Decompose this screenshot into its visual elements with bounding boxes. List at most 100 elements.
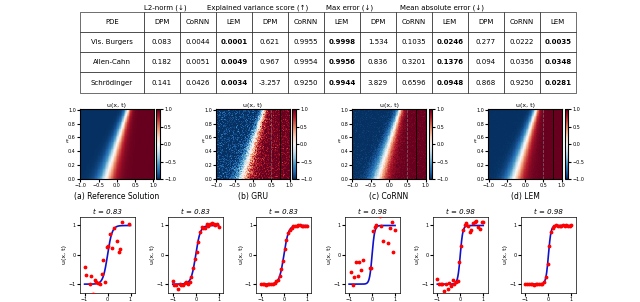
Point (256, 281, 266, 286)
Point (520, 282, 531, 287)
Point (361, 294, 371, 299)
Point (259, 282, 269, 287)
Point (564, 223, 575, 228)
Point (436, 281, 446, 286)
Point (210, 223, 220, 228)
Point (546, 230, 556, 235)
Point (214, 224, 224, 229)
Point (110, 206, 120, 210)
Point (525, 282, 536, 287)
Title: t = 0.83: t = 0.83 (269, 209, 298, 215)
Point (178, 282, 188, 287)
Point (176, 282, 186, 287)
Point (471, 219, 481, 223)
Point (468, 220, 478, 225)
Point (465, 230, 475, 235)
Point (460, 222, 470, 227)
Point (283, 231, 293, 236)
Point (298, 224, 308, 229)
Point (186, 275, 196, 279)
Point (380, 204, 390, 209)
Point (105, 232, 115, 236)
Point (534, 282, 544, 287)
Y-axis label: u(x, t): u(x, t) (327, 245, 332, 264)
Point (461, 221, 471, 226)
Point (103, 244, 113, 249)
Point (293, 223, 303, 228)
Point (452, 278, 463, 283)
Y-axis label: t: t (65, 139, 68, 144)
Point (112, 238, 122, 243)
Point (385, 225, 395, 230)
X-axis label: (d) LEM: (d) LEM (511, 192, 540, 201)
Point (98, 258, 108, 263)
Point (381, 208, 392, 213)
Point (473, 225, 483, 230)
Point (368, 228, 378, 233)
Point (439, 289, 449, 294)
Point (378, 239, 388, 244)
Point (285, 227, 295, 232)
Y-axis label: u(x, t): u(x, t) (503, 245, 508, 264)
Point (190, 257, 200, 262)
Point (470, 220, 480, 224)
Point (185, 279, 195, 284)
Text: Explained variance score (↑): Explained variance score (↑) (207, 4, 308, 11)
Point (536, 282, 546, 287)
Point (81, 272, 92, 277)
Point (363, 300, 373, 302)
Y-axis label: t: t (337, 139, 340, 144)
Point (288, 224, 298, 229)
Point (276, 267, 287, 272)
Y-axis label: u(x, t): u(x, t) (239, 245, 244, 264)
Point (563, 223, 573, 228)
Point (95, 282, 105, 287)
Point (446, 284, 456, 288)
Point (180, 281, 190, 285)
Point (466, 227, 476, 232)
Point (566, 223, 577, 227)
Point (364, 266, 374, 271)
Point (451, 280, 461, 284)
Point (175, 282, 185, 287)
Point (171, 283, 181, 288)
Point (209, 222, 219, 227)
Title: u(x, t): u(x, t) (108, 103, 126, 108)
X-axis label: (b) GRU: (b) GRU (238, 192, 268, 201)
Point (173, 286, 183, 291)
Point (124, 222, 134, 226)
Point (358, 258, 368, 263)
Point (478, 220, 488, 225)
Point (108, 225, 118, 230)
Point (539, 280, 549, 284)
Point (125, 205, 136, 210)
Point (170, 282, 180, 287)
Point (383, 241, 394, 246)
Point (269, 281, 280, 286)
Point (107, 246, 117, 251)
Title: u(x, t): u(x, t) (516, 103, 534, 108)
Point (275, 274, 285, 278)
Point (432, 276, 442, 281)
Point (266, 281, 276, 286)
Text: Max error (↓): Max error (↓) (326, 4, 373, 11)
Point (300, 223, 310, 228)
Point (97, 272, 107, 277)
Point (287, 225, 297, 230)
Point (369, 225, 380, 230)
Point (193, 239, 204, 244)
Point (257, 282, 268, 287)
Point (524, 282, 534, 287)
Y-axis label: u(x, t): u(x, t) (415, 245, 420, 264)
Point (200, 225, 210, 230)
Point (261, 282, 271, 287)
Point (458, 228, 468, 233)
Point (168, 279, 178, 284)
Point (449, 282, 460, 287)
Point (548, 225, 558, 230)
Point (351, 260, 361, 265)
Point (196, 224, 207, 229)
X-axis label: (c) CoRNN: (c) CoRNN (369, 192, 408, 201)
Point (205, 222, 215, 227)
Point (346, 270, 356, 275)
